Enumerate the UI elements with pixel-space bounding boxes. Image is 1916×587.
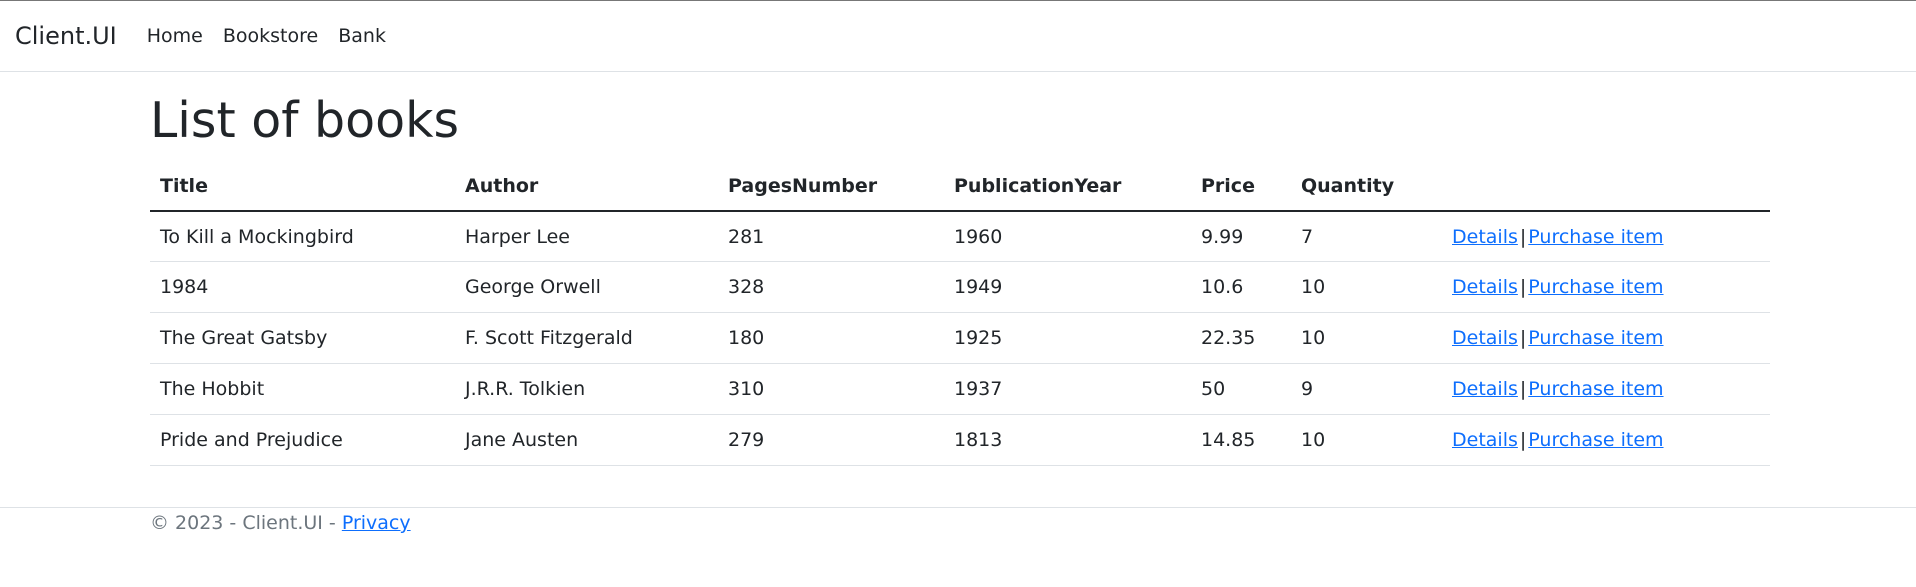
table-row: 1984 George Orwell 328 1949 10.6 10 Deta… xyxy=(150,261,1770,314)
books-table: Title Author PagesNumber PublicationYear… xyxy=(150,162,1770,467)
action-separator: | xyxy=(1519,378,1527,401)
cell-actions: Details | Purchase item xyxy=(1442,210,1770,263)
cell-pages: 310 xyxy=(718,363,944,416)
cell-author: George Orwell xyxy=(455,261,718,314)
cell-price: 14.85 xyxy=(1191,414,1291,467)
cell-year: 1925 xyxy=(944,312,1191,365)
table-row: The Hobbit J.R.R. Tolkien 310 1937 50 9 … xyxy=(150,363,1770,416)
page-footer: © 2023 - Client.UI - Privacy xyxy=(0,507,1916,534)
action-separator: | xyxy=(1519,276,1527,299)
cell-price: 10.6 xyxy=(1191,261,1291,314)
brand-link[interactable]: Client.UI xyxy=(15,22,117,50)
cell-quantity: 10 xyxy=(1291,312,1442,365)
cell-actions: Details | Purchase item xyxy=(1442,414,1770,467)
table-row: The Great Gatsby F. Scott Fitzgerald 180… xyxy=(150,312,1770,365)
action-separator: | xyxy=(1519,327,1527,350)
cell-price: 22.35 xyxy=(1191,312,1291,365)
column-header-title: Title xyxy=(150,162,455,212)
column-header-quantity: Quantity xyxy=(1291,162,1442,212)
purchase-item-link[interactable]: Purchase item xyxy=(1528,378,1664,401)
details-link[interactable]: Details xyxy=(1452,378,1518,401)
column-header-pages: PagesNumber xyxy=(718,162,944,212)
cell-title: The Great Gatsby xyxy=(150,312,455,365)
cell-actions: Details | Purchase item xyxy=(1442,363,1770,416)
cell-actions: Details | Purchase item xyxy=(1442,261,1770,314)
purchase-item-link[interactable]: Purchase item xyxy=(1528,429,1664,452)
cell-price: 9.99 xyxy=(1191,210,1291,263)
cell-quantity: 7 xyxy=(1291,210,1442,263)
purchase-item-link[interactable]: Purchase item xyxy=(1528,225,1664,248)
column-header-author: Author xyxy=(455,162,718,212)
cell-author: Jane Austen xyxy=(455,414,718,467)
cell-author: Harper Lee xyxy=(455,210,718,263)
purchase-item-link[interactable]: Purchase item xyxy=(1528,327,1664,350)
table-header-row: Title Author PagesNumber PublicationYear… xyxy=(150,162,1770,212)
cell-year: 1937 xyxy=(944,363,1191,416)
details-link[interactable]: Details xyxy=(1452,429,1518,452)
cell-title: The Hobbit xyxy=(150,363,455,416)
privacy-link[interactable]: Privacy xyxy=(341,512,411,534)
cell-year: 1960 xyxy=(944,210,1191,263)
details-link[interactable]: Details xyxy=(1452,225,1518,248)
cell-quantity: 10 xyxy=(1291,414,1442,467)
cell-title: 1984 xyxy=(150,261,455,314)
footer-copyright: © 2023 - Client.UI - xyxy=(150,512,342,534)
cell-actions: Details | Purchase item xyxy=(1442,312,1770,365)
column-header-actions xyxy=(1442,162,1770,212)
nav-link-home[interactable]: Home xyxy=(146,25,203,47)
cell-author: J.R.R. Tolkien xyxy=(455,363,718,416)
top-navbar: Client.UI Home Bookstore Bank xyxy=(0,0,1916,72)
page-title: List of books xyxy=(150,92,460,149)
cell-quantity: 9 xyxy=(1291,363,1442,416)
nav-link-bookstore[interactable]: Bookstore xyxy=(222,25,319,47)
cell-pages: 180 xyxy=(718,312,944,365)
details-link[interactable]: Details xyxy=(1452,327,1518,350)
main-content: List of books Title Author PagesNumber P… xyxy=(150,72,1770,467)
cell-pages: 279 xyxy=(718,414,944,467)
action-separator: | xyxy=(1519,429,1527,452)
details-link[interactable]: Details xyxy=(1452,276,1518,299)
cell-year: 1949 xyxy=(944,261,1191,314)
nav-link-bank[interactable]: Bank xyxy=(338,25,386,47)
table-row: Pride and Prejudice Jane Austen 279 1813… xyxy=(150,414,1770,467)
cell-title: Pride and Prejudice xyxy=(150,414,455,467)
cell-pages: 328 xyxy=(718,261,944,314)
table-row: To Kill a Mockingbird Harper Lee 281 196… xyxy=(150,210,1770,263)
cell-price: 50 xyxy=(1191,363,1291,416)
cell-title: To Kill a Mockingbird xyxy=(150,210,455,263)
cell-year: 1813 xyxy=(944,414,1191,467)
cell-author: F. Scott Fitzgerald xyxy=(455,312,718,365)
cell-pages: 281 xyxy=(718,210,944,263)
column-header-price: Price xyxy=(1191,162,1291,212)
action-separator: | xyxy=(1519,225,1527,248)
cell-quantity: 10 xyxy=(1291,261,1442,314)
purchase-item-link[interactable]: Purchase item xyxy=(1528,276,1664,299)
column-header-year: PublicationYear xyxy=(944,162,1191,212)
